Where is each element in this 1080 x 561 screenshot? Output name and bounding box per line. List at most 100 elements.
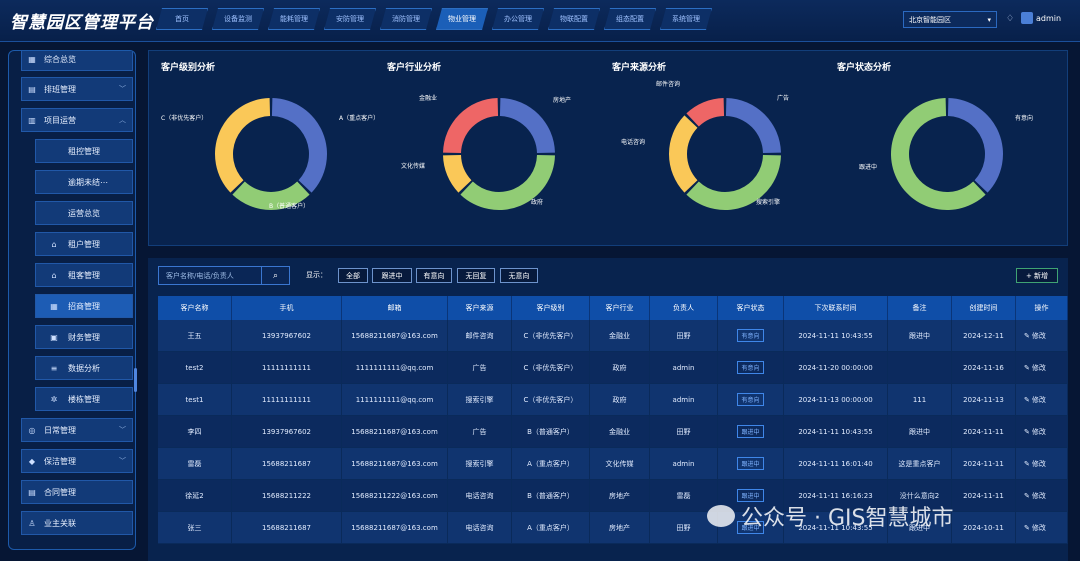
column-header-7[interactable]: 客户状态 (718, 296, 784, 320)
search-button[interactable]: ⌕ (261, 266, 290, 285)
table-row[interactable]: test1 11111111111 1111111111@qq.com 搜索引擎 C（非… (158, 384, 1068, 416)
sidebar-item-11[interactable]: ✲ 楼栋管理 (35, 387, 133, 411)
table-row[interactable]: 王五 13937967602 15688211687@163.com 邮件咨询 C（非优… (158, 320, 1068, 352)
table-cell[interactable]: ✎ 修改 (1016, 416, 1068, 447)
sidebar-item-10[interactable]: ≡ 数据分析 (35, 356, 133, 380)
column-header-6[interactable]: 负责人 (650, 296, 718, 320)
chart-title-0: 客户级别分析 (161, 63, 216, 73)
sidebar-item-14[interactable]: ▤ 合同管理 (21, 480, 133, 504)
column-header-2[interactable]: 邮箱 (342, 296, 448, 320)
slice-2-3[interactable] (686, 98, 725, 127)
slice-label-3-1: 跟进中 (859, 164, 878, 171)
table-cell: 2024-11-11 (952, 480, 1016, 511)
table-row[interactable]: test2 11111111111 1111111111@qq.com 广告 C（非优先… (158, 352, 1068, 384)
slice-0-2[interactable] (215, 98, 271, 193)
sidebar-item-13[interactable]: ◆ 保洁管理 ﹀ (21, 449, 133, 473)
tab-5[interactable]: 物业管理 (436, 8, 488, 30)
slice-1-2[interactable] (443, 154, 472, 193)
sidebar-item-12[interactable]: ◎ 日常管理 ﹀ (21, 418, 133, 442)
table-cell[interactable]: ✎ 修改 (1016, 384, 1068, 415)
edit-link[interactable]: 修改 (1031, 523, 1046, 532)
tab-6[interactable]: 办公管理 (492, 8, 544, 30)
donut-chart-1 (443, 98, 555, 211)
tab-0[interactable]: 首页 (156, 8, 208, 30)
filter-button-4[interactable]: 无意向 (500, 268, 538, 283)
edit-link[interactable]: 修改 (1031, 491, 1046, 500)
filter-button-2[interactable]: 有意向 (416, 268, 452, 283)
sidebar-item-7[interactable]: ⌂ 租客管理 (35, 263, 133, 287)
column-header-9[interactable]: 备注 (888, 296, 952, 320)
table-cell[interactable]: ✎ 修改 (1016, 320, 1068, 351)
column-header-8[interactable]: 下次联系时间 (784, 296, 888, 320)
sidebar-item-5[interactable]: 运营总览 (35, 201, 133, 225)
sidebar-item-8[interactable]: ▦ 招商管理 (35, 294, 133, 318)
slice-2-0[interactable] (725, 98, 781, 154)
status-badge: 有意向 (737, 329, 764, 342)
chart-panel: 客户级别分析 A（重点客户） B（普通客户） C（非优先客户） 客户行业分析 房地产 政府 文… (148, 50, 1068, 246)
slice-1-3[interactable] (443, 98, 499, 154)
sidebar-item-6[interactable]: ⌂ 租户管理 (35, 232, 133, 256)
sidebar-item-9[interactable]: ▣ 财务管理 (35, 325, 133, 349)
table-row[interactable]: 张三 15688211687 15688211687@163.com 电话咨询 A（重点… (158, 512, 1068, 544)
edit-link[interactable]: 修改 (1031, 363, 1046, 372)
search-input[interactable]: 客户名称/电话/负责人 (158, 266, 262, 285)
sidebar-item-4[interactable]: 逾期未结⋯ (35, 170, 133, 194)
column-header-1[interactable]: 手机 (232, 296, 342, 320)
avatar[interactable] (1021, 12, 1033, 24)
add-button[interactable]: + 新增 (1016, 268, 1058, 283)
slice-2-2[interactable] (669, 115, 698, 193)
table-cell[interactable]: ✎ 修改 (1016, 352, 1068, 383)
sidebar-item-3[interactable]: 租控管理 (35, 139, 133, 163)
edit-link[interactable]: 修改 (1031, 395, 1046, 404)
table-row[interactable]: 雷磊 15688211687 15688211687@163.com 搜索引擎 A（重点… (158, 448, 1068, 480)
tab-7[interactable]: 物联配置 (548, 8, 600, 30)
sidebar-item-2[interactable]: ▥ 项目运营 ︿ (21, 108, 133, 132)
slice-0-0[interactable] (271, 98, 327, 193)
slice-3-0[interactable] (947, 98, 1003, 193)
column-header-5[interactable]: 客户行业 (590, 296, 650, 320)
column-header-4[interactable]: 客户级别 (512, 296, 590, 320)
column-header-10[interactable]: 创建时间 (952, 296, 1016, 320)
sidebar-item-15[interactable]: ♙ 业主关联 (21, 511, 133, 535)
table-cell: 2024-11-20 00:00:00 (784, 352, 888, 383)
edit-link[interactable]: 修改 (1031, 459, 1046, 468)
sidebar-item-label: 逾期未结⋯ (68, 177, 108, 187)
slice-1-0[interactable] (499, 98, 555, 154)
table-row[interactable]: 李四 13937967602 15688211687@163.com 广告 B（普通客户… (158, 416, 1068, 448)
slice-3-1[interactable] (891, 98, 986, 210)
edit-icon: ✎ (1024, 395, 1030, 404)
edit-link[interactable]: 修改 (1031, 427, 1046, 436)
filter-button-3[interactable]: 无回复 (457, 268, 495, 283)
column-header-3[interactable]: 客户来源 (448, 296, 512, 320)
table-cell[interactable]: ✎ 修改 (1016, 448, 1068, 479)
slice-0-1[interactable] (232, 181, 310, 211)
table-cell: test1 (158, 384, 232, 415)
campus-select[interactable]: 北京智能园区 ▾ (903, 11, 997, 28)
sidebar-item-label: 招商管理 (68, 301, 100, 311)
donut-chart-3 (891, 98, 1003, 210)
tab-2[interactable]: 能耗管理 (268, 8, 320, 30)
tab-1[interactable]: 设备监测 (212, 8, 264, 30)
table-cell[interactable]: ✎ 修改 (1016, 480, 1068, 511)
column-header-11[interactable]: 操作 (1016, 296, 1068, 320)
sidebar-scrollbar[interactable] (134, 368, 137, 392)
tab-4[interactable]: 消防管理 (380, 8, 432, 30)
table-cell: B（普通客户） (512, 416, 590, 447)
tab-9[interactable]: 系统管理 (660, 8, 712, 30)
filter-button-0[interactable]: 全部 (338, 268, 368, 283)
bell-icon[interactable]: ♢ (1006, 14, 1015, 24)
sidebar-item-0[interactable]: ▦ 综合总览 (21, 51, 133, 71)
filter-button-1[interactable]: 跟进中 (372, 268, 412, 283)
table-cell: 11111111111 (232, 384, 342, 415)
slice-1-1[interactable] (460, 154, 555, 211)
edit-link[interactable]: 修改 (1031, 331, 1046, 340)
table-row[interactable]: 徐延2 15688211222 15688211222@163.com 电话咨询 B（普… (158, 480, 1068, 512)
tab-8[interactable]: 组态配置 (604, 8, 656, 30)
sidebar-item-1[interactable]: ▤ 排班管理 ﹀ (21, 77, 133, 101)
column-header-0[interactable]: 客户名称 (158, 296, 232, 320)
table-cell: C（非优先客户） (512, 352, 590, 383)
user-name[interactable]: admin (1036, 14, 1062, 23)
table-cell[interactable]: ✎ 修改 (1016, 512, 1068, 543)
tab-3[interactable]: 安防管理 (324, 8, 376, 30)
slice-2-1[interactable] (686, 154, 781, 211)
